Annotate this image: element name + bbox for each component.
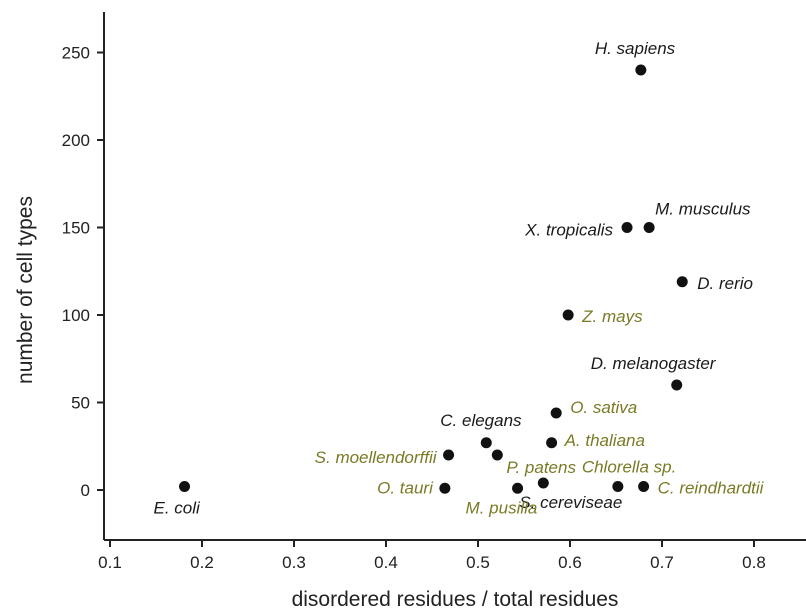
data-point-label: X. tropicalis (524, 221, 613, 240)
x-axis-title: disordered residues / total residues (292, 588, 619, 611)
data-point-label: O. sativa (570, 398, 637, 417)
y-tick-label: 250 (62, 44, 90, 63)
data-point-label: S. moellendorffii (315, 448, 438, 467)
data-point (621, 222, 633, 233)
plot-frame (103, 12, 806, 541)
x-tick-label: 0.3 (282, 553, 306, 572)
data-point-label: H. sapiens (595, 39, 676, 58)
y-tick-label: 200 (62, 131, 90, 150)
x-tick-label: 0.6 (558, 553, 582, 572)
data-point (676, 276, 688, 288)
y-axis-title: number of cell types (14, 196, 37, 384)
data-point (671, 379, 683, 391)
y-tick-label: 50 (71, 394, 90, 413)
data-point-label: S. cereviseae (519, 493, 622, 512)
data-point-label: M. pusilla (466, 498, 538, 517)
data-point-label: Z. mays (581, 307, 643, 326)
data-points (179, 64, 688, 494)
y-axis-ticks: 0 50 100 150 200 250 (62, 44, 104, 500)
data-point-label: C. reindhardtii (658, 479, 765, 498)
data-point-label: O. tauri (377, 478, 434, 497)
y-tick-label: 0 (81, 481, 90, 500)
data-point (439, 482, 451, 494)
y-tick-label: 150 (62, 219, 90, 238)
data-point (512, 482, 524, 494)
data-point (443, 449, 455, 461)
x-axis-ticks: 0.1 0.2 0.3 0.4 0.5 0.6 0.7 0.8 (98, 540, 766, 572)
x-tick-label: 0.7 (650, 553, 674, 572)
data-point-label: A. thaliana (564, 431, 645, 450)
data-point (537, 477, 549, 489)
data-point (480, 437, 492, 449)
y-tick-label: 100 (62, 306, 90, 325)
data-point-labels: H. sapiens M. musculus X. tropicalis D. rer… (154, 39, 765, 518)
data-point (491, 449, 503, 461)
data-point-label: E. coli (154, 499, 202, 518)
data-point (546, 437, 558, 449)
data-point (635, 64, 647, 76)
data-point (550, 407, 562, 419)
data-point-label: Chlorella sp. (582, 458, 677, 477)
x-tick-label: 0.8 (742, 553, 766, 572)
data-point-label: D. melanogaster (591, 354, 717, 373)
x-tick-label: 0.1 (98, 553, 122, 572)
x-tick-label: 0.4 (374, 553, 398, 572)
x-tick-label: 0.2 (190, 553, 214, 572)
x-tick-label: 0.5 (466, 553, 490, 572)
data-point (179, 481, 191, 492)
data-point-label: M. musculus (655, 200, 751, 219)
data-point-label: D. rerio (697, 274, 753, 293)
data-point (643, 222, 655, 233)
data-point (612, 481, 624, 492)
data-point (562, 309, 574, 321)
data-point-label: P. patens (506, 458, 576, 477)
data-point (638, 481, 650, 492)
data-point-label: C. elegans (440, 411, 522, 430)
